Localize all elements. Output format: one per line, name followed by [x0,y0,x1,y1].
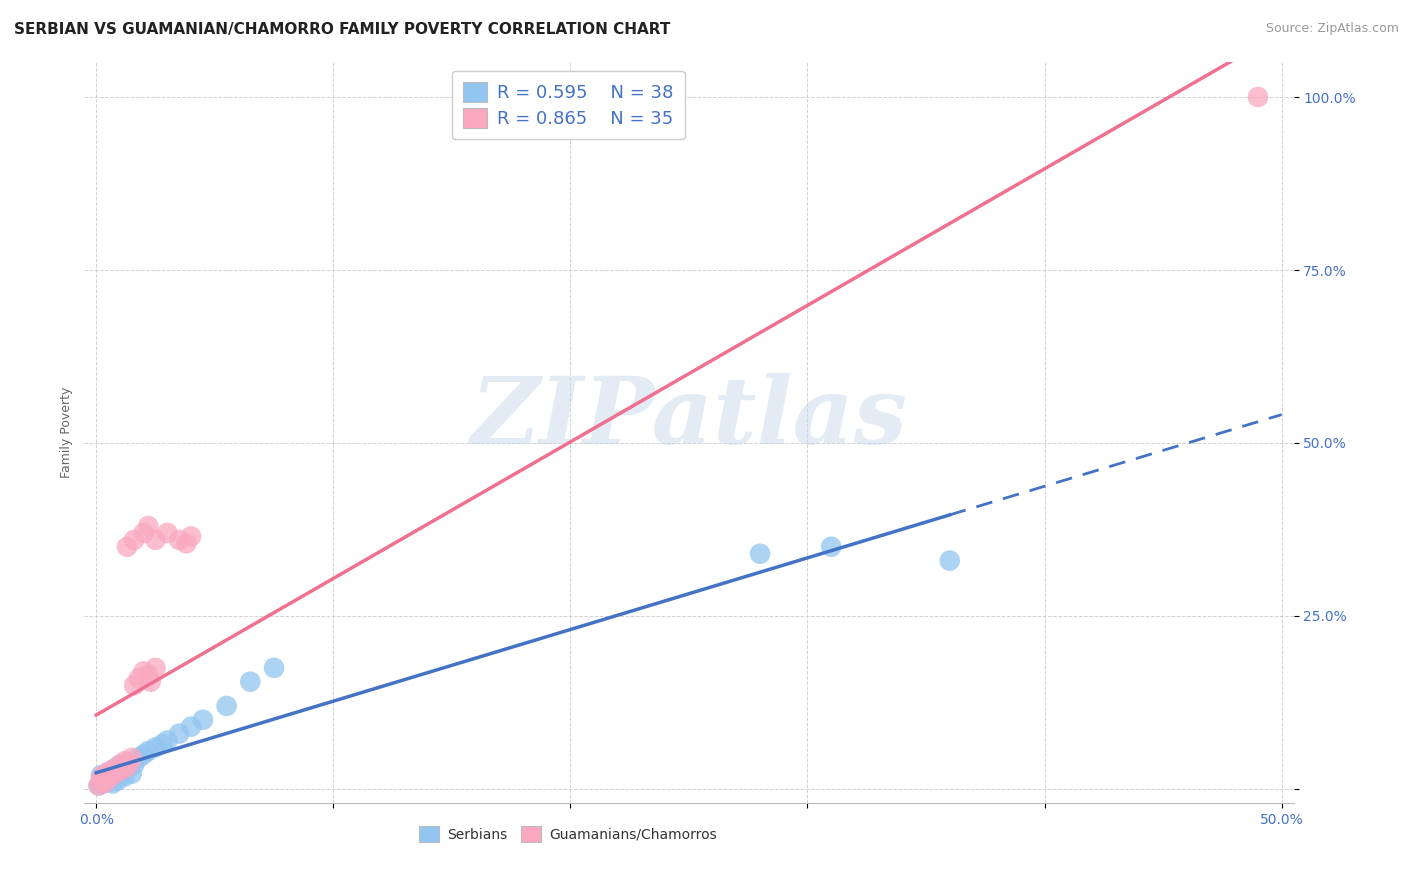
Point [139,674,162,689]
Point [100,764,122,779]
Point [138,667,160,681]
Point [108,757,131,772]
Point [91,768,114,782]
Point [115,760,138,774]
Point [90,768,112,782]
Point [938,554,960,568]
Point [121,751,143,765]
Point [97,772,120,786]
Point [91,772,114,786]
Point [121,766,143,780]
Point [111,763,134,777]
Point [90,772,112,786]
Point [107,773,129,788]
Point [191,713,214,727]
Point [87,779,110,793]
Point [94,770,117,784]
Point [132,747,155,762]
Point [104,761,127,775]
Point [101,776,124,790]
Point [94,770,117,784]
Point [132,665,155,679]
Point [122,757,145,772]
Y-axis label: Family Poverty: Family Poverty [60,387,73,478]
Point [97,768,120,782]
Point [215,698,238,713]
Point [94,773,117,788]
Point [132,525,155,540]
Text: ZIPatlas: ZIPatlas [471,373,907,463]
Point [87,779,110,793]
Point [156,525,179,540]
Point [145,533,167,547]
Point [167,726,190,740]
Point [122,533,145,547]
Point [91,776,114,790]
Point [122,678,145,692]
Point [114,770,136,784]
Point [180,529,202,543]
Point [94,775,117,789]
Point [167,533,190,547]
Point [820,540,842,554]
Point [156,733,179,747]
Point [239,674,262,689]
Text: SERBIAN VS GUAMANIAN/CHAMORRO FAMILY POVERTY CORRELATION CHART: SERBIAN VS GUAMANIAN/CHAMORRO FAMILY POV… [14,22,671,37]
Point [101,766,124,780]
Point [138,744,160,758]
Point [152,737,174,751]
Point [100,772,122,786]
Point [101,768,124,782]
Point [118,756,141,770]
Legend: Serbians, Guamanians/Chamorros: Serbians, Guamanians/Chamorros [413,821,723,847]
Point [180,720,202,734]
Point [107,764,129,779]
Point [104,770,127,784]
Point [111,764,134,779]
Point [128,671,150,685]
Point [90,775,112,789]
Point [1247,90,1270,104]
Point [115,540,138,554]
Point [108,757,131,772]
Point [108,768,131,782]
Point [97,775,120,789]
Point [97,764,120,779]
Point [128,751,150,765]
Point [145,661,167,675]
Point [114,754,136,768]
Point [104,761,127,775]
Text: Source: ZipAtlas.com: Source: ZipAtlas.com [1265,22,1399,36]
Point [176,536,198,550]
Point [138,519,160,533]
Point [90,776,112,790]
Point [100,766,122,780]
Point [115,761,138,775]
Point [91,773,114,788]
Point [145,740,167,755]
Point [749,547,772,561]
Point [263,661,285,675]
